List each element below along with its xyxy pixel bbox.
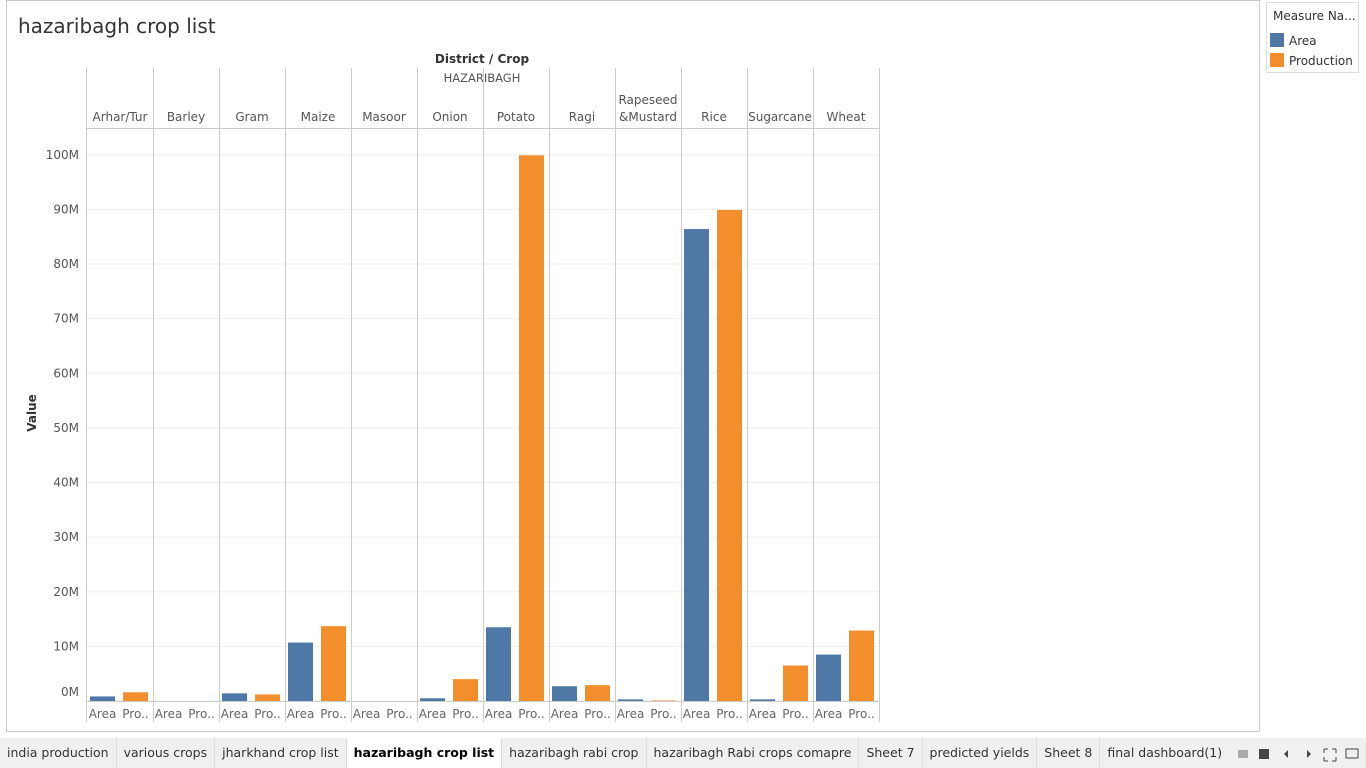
x-tick-label: Area — [89, 707, 117, 721]
x-tick-label: Area — [815, 707, 843, 721]
y-axis-label: Value — [25, 394, 39, 432]
x-tick-label: Pro.. — [716, 707, 742, 721]
sheet-tab[interactable]: predicted yields — [923, 738, 1038, 768]
legend-label: Area — [1289, 34, 1317, 48]
sheet-tab[interactable]: Sheet 7 — [859, 738, 923, 768]
x-tick-label: Area — [683, 707, 711, 721]
bar — [486, 627, 511, 701]
x-tick-label: Pro.. — [650, 707, 676, 721]
x-tick-label: Area — [551, 707, 579, 721]
y-tick-label: 70M — [53, 312, 79, 326]
nav-icon[interactable] — [1307, 750, 1311, 758]
sheet-frame — [6, 0, 1260, 732]
bar — [651, 700, 676, 701]
x-tick-label: Pro.. — [584, 707, 610, 721]
y-tick-label: 10M — [53, 639, 79, 653]
x-tick-label: Area — [287, 707, 315, 721]
x-tick-label: Area — [485, 707, 513, 721]
column-title: District / Crop — [435, 52, 530, 66]
x-tick-label: Pro.. — [848, 707, 874, 721]
bar — [783, 665, 808, 701]
bar — [552, 686, 577, 701]
column-header: Potato — [496, 110, 536, 124]
bar — [420, 698, 445, 701]
x-tick-label: Pro.. — [386, 707, 412, 721]
legend-title: Measure Na... — [1273, 9, 1356, 23]
bar — [288, 642, 313, 701]
column-header: Gram — [235, 110, 269, 124]
sheet-tab[interactable]: jharkhand crop list — [215, 738, 347, 768]
y-tick-label: 40M — [53, 476, 79, 490]
bar — [453, 679, 478, 701]
bar — [255, 694, 280, 701]
y-tick-label: 0M — [61, 685, 79, 699]
y-tick-label: 20M — [53, 585, 79, 599]
bar — [717, 209, 742, 701]
bar — [684, 229, 709, 701]
nav-icon[interactable] — [1323, 748, 1337, 762]
column-header: Rice — [701, 110, 727, 124]
x-tick-label: Pro.. — [320, 707, 346, 721]
column-header: Maize — [300, 110, 336, 124]
y-tick-label: 30M — [53, 530, 79, 544]
sheet-tab[interactable]: hazaribagh crop list — [346, 738, 503, 768]
column-header: Sugarcane — [748, 110, 812, 124]
bar — [618, 699, 643, 701]
sheet-tab[interactable]: Sheet 8 — [1037, 738, 1101, 768]
y-tick-label: 50M — [53, 421, 79, 435]
column-header: Rapeseed &Mustard — [618, 93, 678, 124]
legend-label: Production — [1289, 54, 1353, 68]
sheet-tab[interactable]: various crops — [117, 738, 216, 768]
y-tick-label: 100M — [46, 148, 79, 162]
bar — [816, 654, 841, 701]
bar — [222, 693, 247, 701]
legend-swatch — [1270, 33, 1284, 47]
chart: hazaribagh crop list District / Crop HAZ… — [6, 0, 1359, 732]
bar — [90, 696, 115, 701]
nav-icon[interactable] — [1259, 749, 1269, 759]
nav-icon[interactable] — [1345, 748, 1359, 759]
bar — [321, 626, 346, 701]
bar — [849, 630, 874, 701]
bar — [123, 692, 148, 701]
x-tick-label: Pro.. — [518, 707, 544, 721]
sheet-title: hazaribagh crop list — [18, 14, 216, 38]
x-tick-label: Pro.. — [188, 707, 214, 721]
column-header: Barley — [166, 110, 206, 124]
column-header: Onion — [432, 110, 468, 124]
y-tick-label: 60M — [53, 366, 79, 380]
x-tick-label: Pro.. — [122, 707, 148, 721]
sheet-tab[interactable]: final dashboard(1) — [1100, 738, 1222, 768]
sheet-tab[interactable]: india production — [0, 738, 117, 768]
district-label: HAZARIBAGH — [444, 71, 521, 85]
column-header: Wheat — [826, 110, 866, 124]
x-tick-label: Area — [353, 707, 381, 721]
nav-icon[interactable] — [1238, 750, 1248, 758]
column-header: Masoor — [362, 110, 406, 124]
y-tick-label: 80M — [53, 257, 79, 271]
y-tick-label: 90M — [53, 202, 79, 216]
column-header: Arhar/Tur — [92, 110, 148, 124]
x-tick-label: Area — [617, 707, 645, 721]
bar — [519, 155, 544, 702]
bar — [585, 685, 610, 701]
x-tick-label: Pro.. — [254, 707, 280, 721]
x-tick-label: Area — [749, 707, 777, 721]
x-tick-label: Area — [419, 707, 447, 721]
sheet-tab[interactable]: hazaribagh rabi crop — [502, 738, 647, 768]
nav-icon[interactable] — [1284, 750, 1288, 758]
sheet-tabs: india production various crops jharkhand c… — [0, 738, 1222, 768]
x-tick-label: Area — [221, 707, 249, 721]
nav-controls — [1222, 738, 1366, 768]
bar — [750, 699, 775, 701]
x-tick-label: Pro.. — [782, 707, 808, 721]
column-header: Ragi — [568, 110, 596, 124]
x-tick-label: Pro.. — [452, 707, 478, 721]
x-tick-label: Area — [155, 707, 183, 721]
sheet-tab[interactable]: hazaribagh Rabi crops comapre — [647, 738, 860, 768]
legend-swatch — [1270, 53, 1284, 67]
